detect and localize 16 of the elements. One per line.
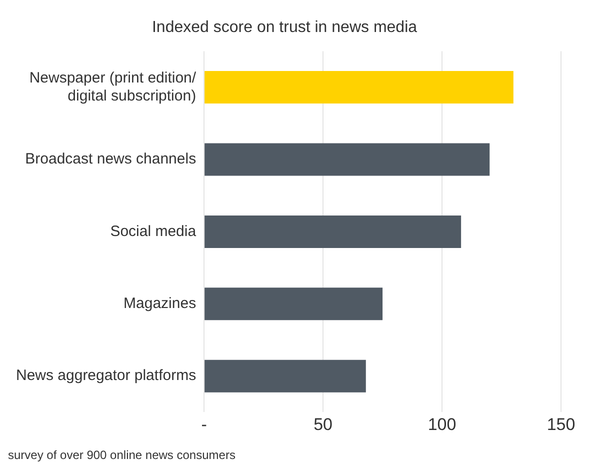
x-tick-label: 50 <box>314 415 333 434</box>
bar <box>204 71 514 104</box>
y-tick-label: News aggregator platforms <box>16 367 196 384</box>
y-tick-label: Broadcast news channels <box>25 150 196 168</box>
bar <box>204 360 366 392</box>
x-tick-label: - <box>201 415 207 434</box>
bar <box>204 288 383 320</box>
bar <box>204 215 462 248</box>
y-tick-label: Magazines <box>124 295 196 312</box>
y-tick-label: Newspaper (print edition/ digital subscription) <box>29 69 197 104</box>
bar <box>204 143 490 176</box>
x-tick-label: 100 <box>428 415 456 434</box>
chart-title: Indexed score on trust in news media <box>152 19 418 36</box>
text: survey of over 900 online news consumers <box>8 448 236 462</box>
x-tick-label: 150 <box>546 415 576 434</box>
y-tick-label: Social media <box>110 222 197 240</box>
